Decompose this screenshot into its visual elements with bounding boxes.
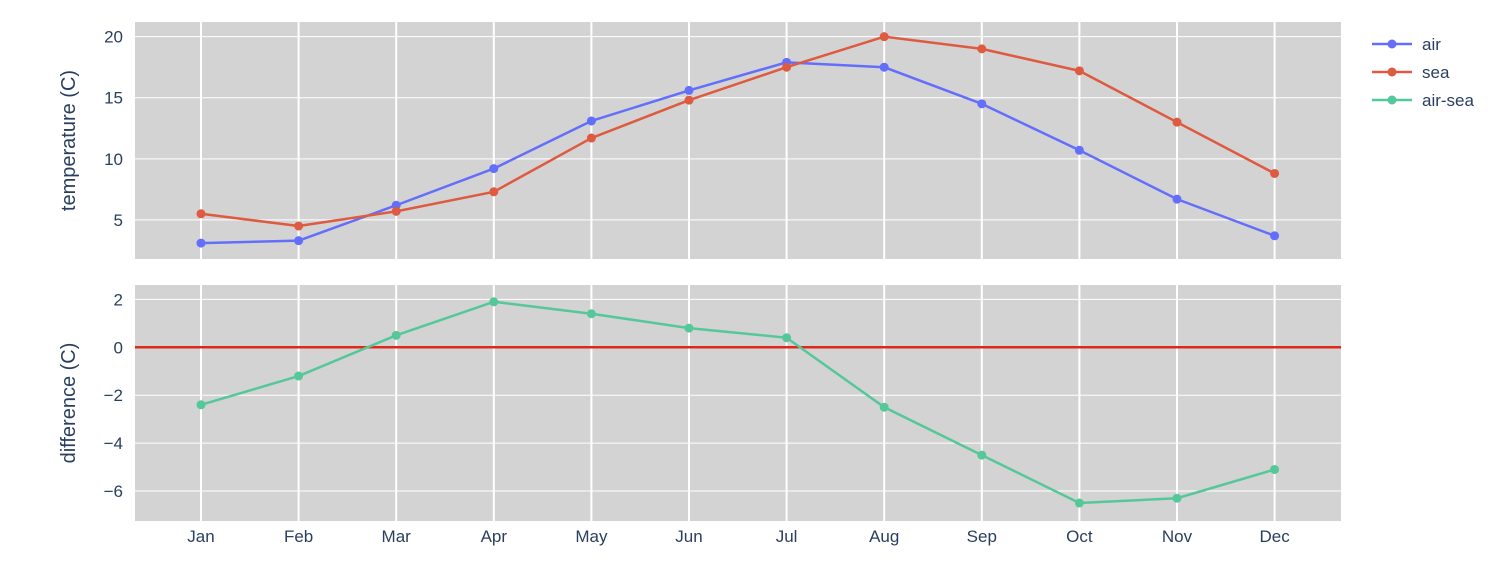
x-tick-label-jun: Jun (675, 527, 702, 546)
data-point-air-dec[interactable] (1270, 231, 1280, 241)
data-point-air-apr[interactable] (489, 164, 499, 174)
series-air-sea (196, 297, 1280, 508)
data-point-air-sea-apr[interactable] (489, 297, 499, 307)
series-line-sea (200, 35, 1276, 228)
data-point-air-sea-oct[interactable] (1074, 498, 1084, 508)
temperature-panel: 5 10 15 20 temperature (C) (58, 22, 1341, 259)
data-point-air-sea-sep[interactable] (977, 450, 987, 460)
bottom-y-tick-label: −2 (104, 386, 123, 405)
data-point-air-sea-mar[interactable] (391, 330, 401, 340)
x-tick-label-jul: Jul (776, 527, 798, 546)
data-point-air-sep[interactable] (977, 99, 987, 109)
legend-label: sea (1422, 63, 1450, 82)
series-sea (196, 32, 1280, 231)
bottom-y-tick-label: 2 (114, 290, 123, 309)
data-point-sea-aug[interactable] (879, 32, 889, 42)
data-point-sea-jun[interactable] (684, 95, 694, 105)
x-tick-label-may: May (575, 527, 608, 546)
data-point-air-sea-jul[interactable] (782, 333, 792, 343)
legend-item-air-sea[interactable]: air-sea (1372, 91, 1475, 110)
top-y-tick-label: 15 (104, 89, 123, 108)
legend-swatch-marker (1387, 67, 1397, 77)
data-point-air-jun[interactable] (684, 85, 694, 95)
data-point-air-may[interactable] (586, 116, 596, 126)
data-point-air-aug[interactable] (879, 62, 889, 72)
legend-swatch-marker (1387, 95, 1397, 105)
bottom-y-axis-title: difference (C) (58, 343, 80, 464)
legend-swatch-marker (1387, 39, 1397, 49)
legend-item-air[interactable]: air (1372, 35, 1441, 54)
data-point-air-nov[interactable] (1172, 194, 1182, 204)
data-point-air-sea-may[interactable] (586, 309, 596, 319)
x-tick-label-sep: Sep (967, 527, 997, 546)
data-point-air-sea-nov[interactable] (1172, 493, 1182, 503)
x-tick-label-dec: Dec (1259, 527, 1290, 546)
data-point-sea-feb[interactable] (294, 221, 304, 231)
data-point-sea-oct[interactable] (1074, 66, 1084, 76)
data-point-sea-may[interactable] (586, 133, 596, 143)
x-tick-label-apr: Apr (481, 527, 508, 546)
x-tick-label-mar: Mar (382, 527, 412, 546)
data-point-sea-apr[interactable] (489, 187, 499, 197)
data-point-sea-dec[interactable] (1270, 168, 1280, 178)
x-tick-label-feb: Feb (284, 527, 313, 546)
difference-panel: −6 −4 −2 0 2 difference (C) (58, 285, 1341, 521)
top-y-tick-label: 5 (114, 211, 123, 230)
data-point-air-sea-jan[interactable] (196, 400, 206, 410)
data-point-air-sea-jun[interactable] (684, 323, 694, 333)
x-axis: Jan Feb Mar Apr May Jun Jul Aug Sep Oct Nov Dec (187, 527, 1290, 546)
data-point-air-oct[interactable] (1074, 145, 1084, 155)
data-point-air-sea-dec[interactable] (1270, 464, 1280, 474)
data-point-sea-nov[interactable] (1172, 117, 1182, 127)
legend-label: air (1422, 35, 1441, 54)
data-point-sea-mar[interactable] (391, 206, 401, 216)
data-point-air-feb[interactable] (294, 236, 304, 246)
bottom-y-tick-label: −6 (104, 482, 123, 501)
data-point-sea-jul[interactable] (782, 62, 792, 72)
x-tick-label-aug: Aug (869, 527, 899, 546)
series-line-air-sea (200, 300, 1275, 505)
x-tick-label-oct: Oct (1066, 527, 1093, 546)
data-point-air-sea-aug[interactable] (879, 402, 889, 412)
data-point-air-jan[interactable] (196, 238, 206, 248)
legend[interactable]: air sea air-sea (1372, 35, 1475, 110)
x-tick-label-jan: Jan (187, 527, 214, 546)
data-point-air-sea-feb[interactable] (294, 371, 304, 381)
legend-item-sea[interactable]: sea (1372, 63, 1450, 82)
bottom-y-tick-label: −4 (104, 434, 123, 453)
bottom-y-tick-label: 0 (114, 338, 123, 357)
legend-label: air-sea (1422, 91, 1475, 110)
data-point-sea-jan[interactable] (196, 209, 206, 219)
bottom-plot-area (135, 285, 1341, 521)
top-y-axis-title: temperature (C) (58, 70, 80, 211)
data-point-sea-sep[interactable] (977, 44, 987, 54)
series-line-air (200, 61, 1276, 245)
x-tick-label-nov: Nov (1162, 527, 1193, 546)
top-y-tick-label: 20 (104, 28, 123, 47)
top-y-tick-label: 10 (104, 150, 123, 169)
